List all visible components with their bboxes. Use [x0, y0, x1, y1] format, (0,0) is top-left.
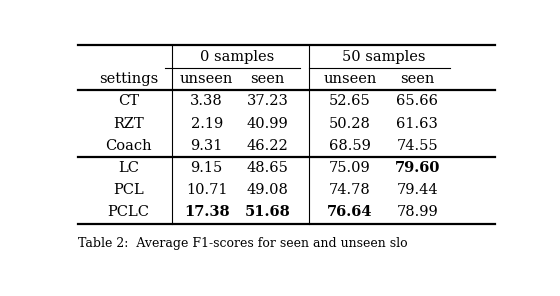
Text: 76.64: 76.64 — [327, 205, 373, 219]
Text: 79.60: 79.60 — [394, 161, 440, 175]
Text: 49.08: 49.08 — [246, 183, 288, 197]
Text: CT: CT — [118, 94, 139, 108]
Text: 68.59: 68.59 — [329, 139, 371, 153]
Text: seen: seen — [250, 72, 284, 86]
Text: 75.09: 75.09 — [329, 161, 371, 175]
Text: 50 samples: 50 samples — [342, 50, 425, 64]
Text: 52.65: 52.65 — [329, 94, 371, 108]
Text: seen: seen — [400, 72, 435, 86]
Text: 50.28: 50.28 — [329, 117, 371, 131]
Text: 9.31: 9.31 — [190, 139, 223, 153]
Text: 37.23: 37.23 — [246, 94, 288, 108]
Text: 0 samples: 0 samples — [200, 50, 274, 64]
Text: 46.22: 46.22 — [246, 139, 288, 153]
Text: unseen: unseen — [323, 72, 377, 86]
Text: Coach: Coach — [105, 139, 152, 153]
Text: Table 2:  Average F1-scores for seen and unseen slo: Table 2: Average F1-scores for seen and … — [78, 237, 408, 250]
Text: 48.65: 48.65 — [246, 161, 288, 175]
Text: 10.71: 10.71 — [186, 183, 227, 197]
Text: 2.19: 2.19 — [190, 117, 223, 131]
Text: 61.63: 61.63 — [396, 117, 438, 131]
Text: 65.66: 65.66 — [396, 94, 438, 108]
Text: 40.99: 40.99 — [246, 117, 288, 131]
Text: 74.55: 74.55 — [396, 139, 438, 153]
Text: LC: LC — [118, 161, 139, 175]
Text: PCL: PCL — [113, 183, 144, 197]
Text: 78.99: 78.99 — [396, 205, 438, 219]
Text: PCLC: PCLC — [108, 205, 150, 219]
Text: settings: settings — [99, 72, 158, 86]
Text: unseen: unseen — [180, 72, 234, 86]
Text: RZT: RZT — [113, 117, 144, 131]
Text: 51.68: 51.68 — [245, 205, 290, 219]
Text: 74.78: 74.78 — [329, 183, 371, 197]
Text: 3.38: 3.38 — [190, 94, 223, 108]
Text: 79.44: 79.44 — [396, 183, 438, 197]
Text: 17.38: 17.38 — [184, 205, 230, 219]
Text: 9.15: 9.15 — [190, 161, 223, 175]
